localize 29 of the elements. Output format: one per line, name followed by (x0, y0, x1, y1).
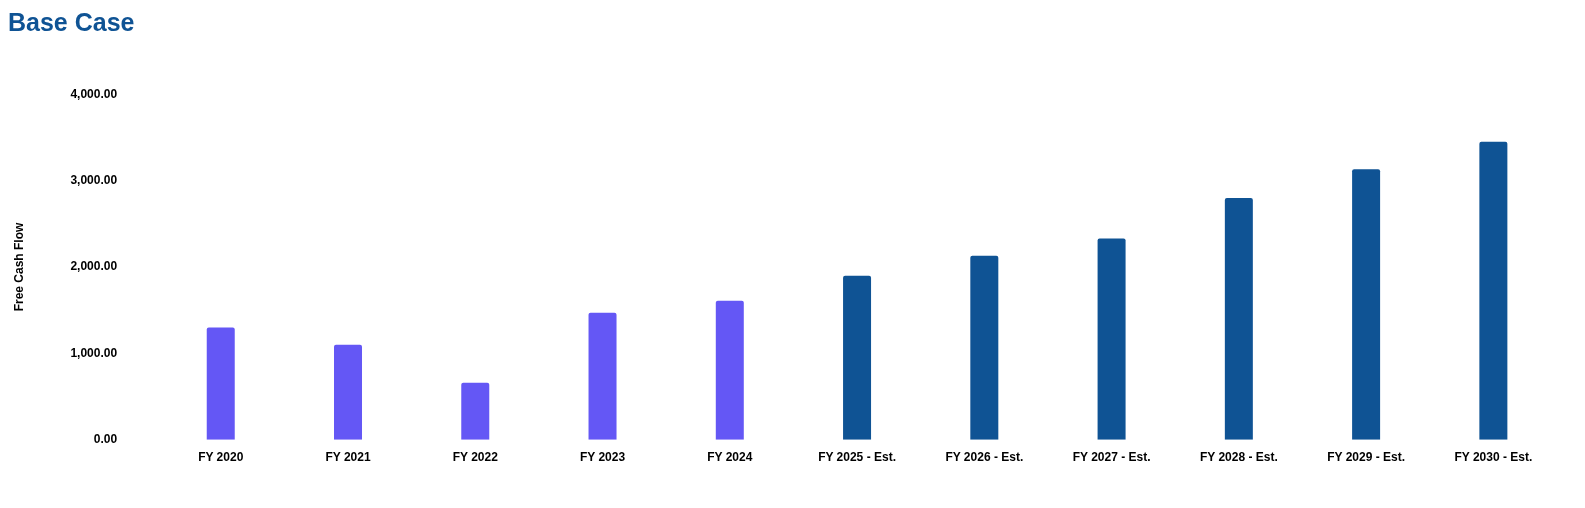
bar (1224, 197, 1253, 440)
bar (461, 382, 490, 440)
bar (334, 344, 362, 440)
y-tick-label: 3,000.00 (70, 172, 118, 187)
y-tick-label: 0.00 (93, 432, 118, 447)
x-tick-label: FY 2021 (325, 450, 371, 465)
bar (1479, 141, 1508, 440)
y-axis-title: Free Cash Flow (11, 221, 26, 312)
x-tick-label: FY 2027 - Est. (1072, 450, 1151, 465)
bar (588, 312, 617, 440)
x-tick-label: FY 2029 - Est. (1327, 450, 1406, 465)
y-tick-label: 1,000.00 (70, 345, 118, 360)
x-tick-label: FY 2030 - Est. (1454, 450, 1533, 465)
x-tick-label: FY 2028 - Est. (1199, 450, 1278, 465)
x-tick-label: FY 2024 (707, 450, 753, 465)
x-tick-label: FY 2026 - Est. (945, 450, 1024, 465)
x-tick-label: FY 2020 (198, 450, 244, 465)
x-tick-label: FY 2025 - Est. (818, 450, 896, 465)
chart-title: Base Case (8, 8, 136, 37)
x-tick-label: FY 2023 (579, 450, 626, 465)
bar (1352, 169, 1381, 440)
x-tick-label: FY 2022 (452, 450, 499, 465)
bar (970, 255, 999, 440)
bar (843, 275, 872, 440)
bar (206, 327, 235, 440)
y-tick-label: 2,000.00 (70, 259, 118, 274)
bar (1097, 238, 1126, 440)
bar (715, 300, 744, 440)
y-tick-label: 4,000.00 (70, 86, 118, 101)
